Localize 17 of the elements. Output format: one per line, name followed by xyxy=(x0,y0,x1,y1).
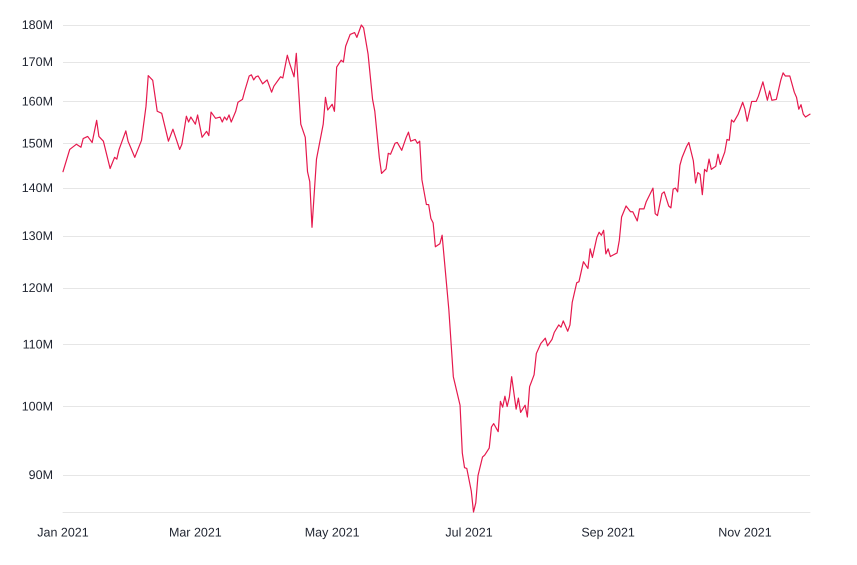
y-tick-label: 130M xyxy=(22,229,53,244)
x-tick-label: Nov 2021 xyxy=(718,526,772,540)
line-series xyxy=(62,24,811,513)
y-tick-label: 160M xyxy=(22,94,53,108)
y-tick-label: 140M xyxy=(22,181,53,196)
x-tick-label: Sep 2021 xyxy=(581,526,635,540)
x-tick-label: May 2021 xyxy=(304,526,360,540)
y-tick-label: 180M xyxy=(22,18,53,32)
y-tick-label: 110M xyxy=(22,338,53,352)
y-tick-label: 90M xyxy=(28,468,53,482)
x-tick-label: Mar 2021 xyxy=(168,526,222,540)
y-tick-label: 120M xyxy=(22,281,53,296)
x-tick-label: Jan 2021 xyxy=(37,526,89,540)
y-tick-label: 100M xyxy=(22,400,53,414)
y-tick-label: 150M xyxy=(22,136,53,150)
y-tick-label: 170M xyxy=(22,55,53,70)
x-tick-label: Jul 2021 xyxy=(445,526,493,540)
